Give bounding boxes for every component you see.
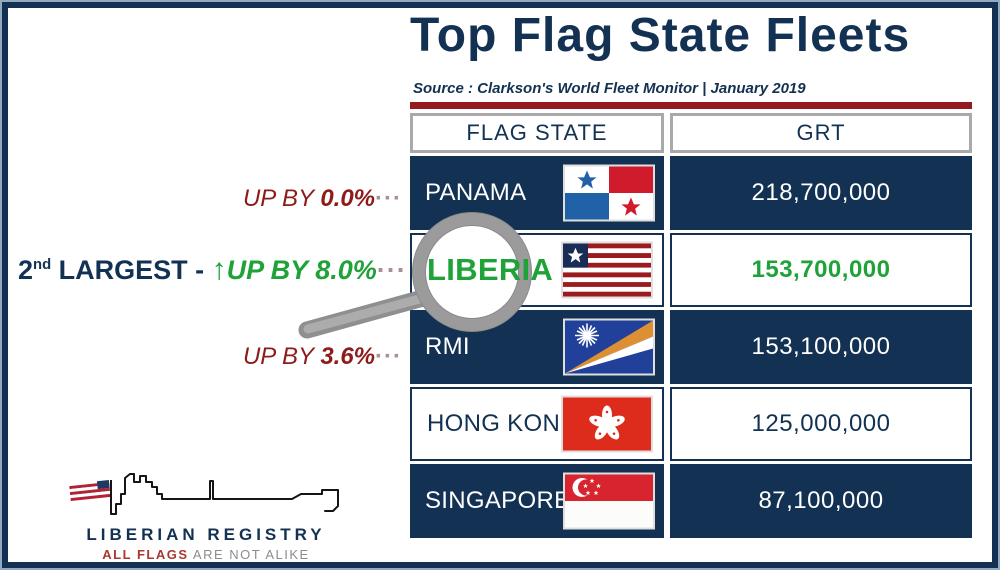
grt-value: 218,700,000 <box>751 179 891 206</box>
panama-flag-icon <box>563 164 655 222</box>
liberia-flag-icon <box>561 241 653 299</box>
annotation-rmi-change: UP BY 3.6%··· <box>242 343 402 370</box>
grt-value: 153,100,000 <box>751 333 891 360</box>
ship-silhouette-icon <box>69 473 339 515</box>
column-header-flag-state: FLAG STATE <box>410 113 664 153</box>
flag-state-label: PANAMA <box>425 179 527 206</box>
table-row-hong-kong: HONG KONG 125,000,000 <box>410 387 972 461</box>
column-header-grt: GRT <box>670 113 972 153</box>
grt-value: 87,100,000 <box>758 487 884 514</box>
fleet-table: FLAG STATE GRT PANAMA 2 <box>410 113 972 538</box>
leader-dots: ··· <box>375 343 402 370</box>
source-caption: Source : Clarkson's World Fleet Monitor … <box>413 80 806 97</box>
annotation-panama-change: UP BY 0.0%··· <box>242 185 402 212</box>
page-title: Top Flag State Fleets <box>410 9 911 62</box>
singapore-flag-icon <box>563 472 655 530</box>
red-divider-bar <box>410 102 972 109</box>
grt-value-liberia: 153,700,000 <box>751 256 891 283</box>
table-header: FLAG STATE GRT <box>410 113 972 153</box>
marshall-islands-flag-icon <box>563 318 655 376</box>
table-row-panama: PANAMA 218,700,000 <box>410 156 972 230</box>
up-arrow-icon: ↑ <box>211 253 227 286</box>
leader-dots: ··· <box>375 185 402 212</box>
brand-name: LIBERIAN REGISTRY <box>86 525 326 544</box>
flag-state-label: SINGAPORE <box>425 487 571 514</box>
leader-dots: ··· <box>376 255 407 285</box>
table-row-rmi: RMI <box>410 310 972 384</box>
annotation-liberia-rank: 2nd LARGEST - ↑UP BY 8.0%··· <box>18 253 407 286</box>
liberian-registry-logo: LIBERIAN REGISTRY ALL FLAGS ARE NOT ALIK… <box>60 468 352 562</box>
flag-state-label-liberia: LIBERIA <box>427 252 554 287</box>
flag-state-label: RMI <box>425 333 470 360</box>
grt-value: 125,000,000 <box>751 410 891 437</box>
hong-kong-flag-icon <box>561 395 653 453</box>
flag-state-label: HONG KONG <box>427 410 580 437</box>
table-row-singapore: SINGAPORE <box>410 464 972 538</box>
brand-tagline: ALL FLAGS ARE NOT ALIKE <box>102 547 310 562</box>
table-row-liberia: LIBERIA 153,700,000 <box>410 233 972 307</box>
